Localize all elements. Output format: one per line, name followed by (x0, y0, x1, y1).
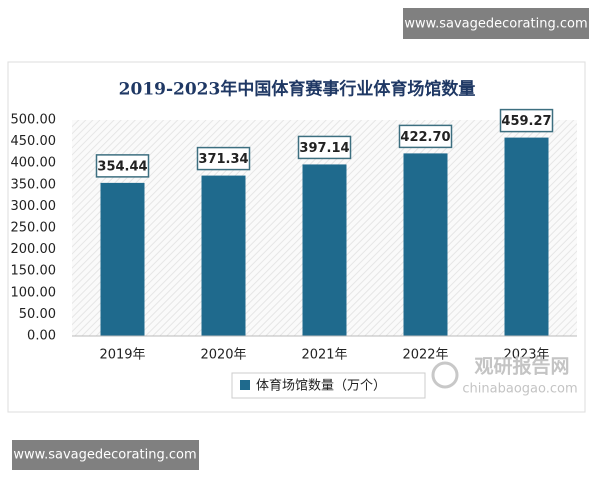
legend-label: 体育场馆数量（万个） (256, 378, 386, 394)
value-label: 354.44 (97, 159, 147, 174)
y-tick-label: 500.00 (11, 113, 57, 128)
legend-frame (231, 372, 426, 399)
y-tick-label: 350.00 (11, 177, 57, 192)
watermark: www.savagedecorating.com (13, 448, 196, 463)
y-tick-label: 0.00 (27, 329, 56, 344)
bar (100, 182, 145, 336)
bar (403, 153, 448, 336)
y-tick-label: 50.00 (19, 307, 56, 322)
y-tick-label: 300.00 (11, 199, 57, 214)
logo-text: 观研报告网 (474, 355, 569, 378)
logo-url: chinabaogao.com (462, 382, 577, 397)
y-tick-label: 450.00 (11, 134, 57, 149)
bar (201, 175, 246, 336)
y-tick-label: 400.00 (11, 156, 57, 171)
legend-swatch (240, 380, 250, 390)
value-label-box (398, 124, 453, 149)
x-tick-label: 2021年 (301, 348, 347, 363)
y-tick-label: 150.00 (11, 264, 57, 279)
y-tick-label: 100.00 (11, 285, 57, 300)
watermark: www.savagedecorating.com (404, 17, 587, 32)
value-label: 422.70 (400, 130, 450, 145)
value-label: 371.34 (198, 152, 248, 167)
bar (302, 164, 347, 336)
value-label: 459.27 (501, 114, 551, 129)
x-tick-label: 2019年 (99, 348, 145, 363)
bar (504, 137, 549, 336)
value-label-box (196, 146, 251, 171)
x-tick-label: 2023年 (503, 348, 549, 363)
chart-title: 2019-2023年中国体育赛事行业体育场馆数量 (119, 79, 476, 100)
value-label-box (95, 154, 150, 178)
value-label-box (297, 135, 352, 160)
value-label: 397.14 (299, 141, 349, 156)
watermark-box (403, 8, 589, 39)
value-label-box (499, 108, 554, 133)
x-tick-label: 2022年 (402, 348, 448, 363)
x-tick-label: 2020年 (200, 348, 246, 363)
y-tick-label: 250.00 (11, 221, 57, 236)
watermark-box (12, 440, 199, 470)
y-tick-label: 200.00 (11, 242, 57, 257)
logo-icon (431, 361, 459, 389)
